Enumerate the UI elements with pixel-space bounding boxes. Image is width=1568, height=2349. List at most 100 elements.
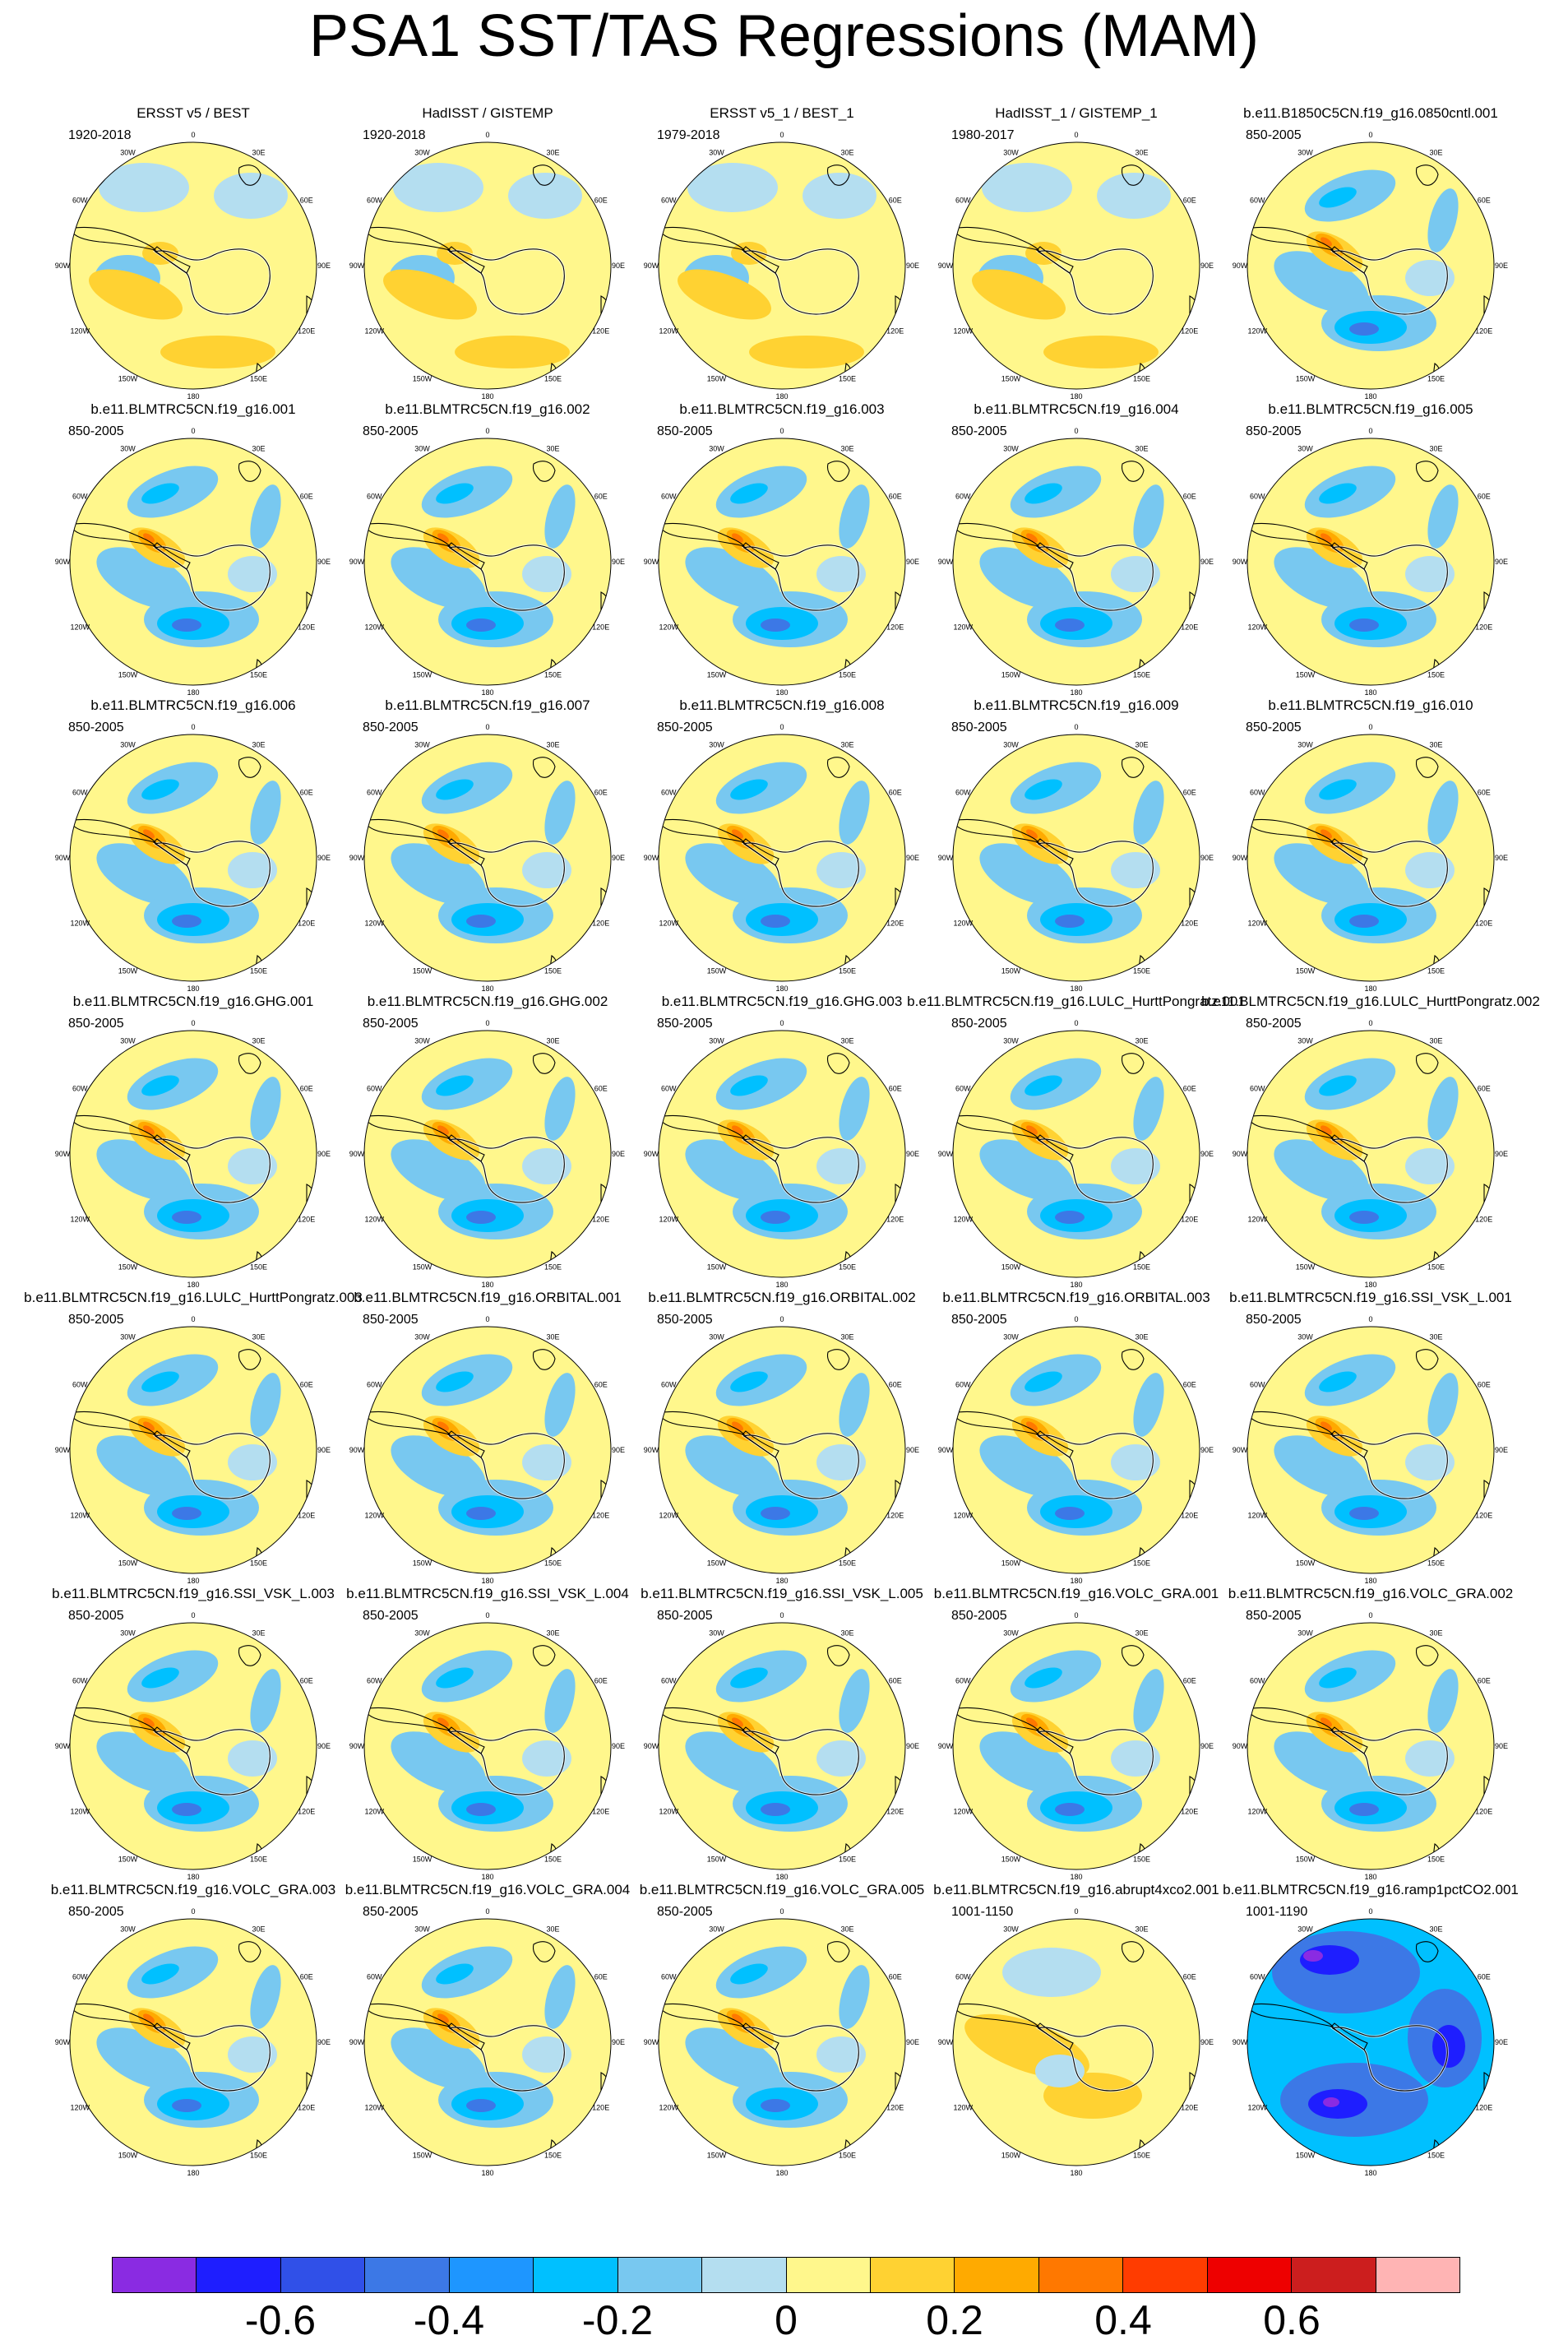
longitude-label: 60W: [955, 197, 971, 205]
longitude-label: 60W: [72, 1677, 88, 1685]
longitude-label: 30E: [1429, 1925, 1442, 1933]
polar-map: 0 30E 60E 90E 120E 150E 180 150W 120W 90W 60W 30W: [1233, 1907, 1508, 2177]
panel-title: b.e11.BLMTRC5CN.f19_g16.GHG.003: [661, 994, 903, 1009]
longitude-label: 90E: [1200, 854, 1214, 862]
longitude-label: 30E: [1135, 1629, 1148, 1637]
longitude-label: 120W: [1248, 1808, 1268, 1816]
longitude-label: 30E: [840, 1332, 853, 1341]
longitude-label: 0: [191, 1611, 195, 1619]
polar-map: 0 30E 60E 90E 120E 150E 180 150W 120W 90W 60W 30W: [349, 1019, 625, 1289]
longitude-label: 30W: [414, 1036, 430, 1045]
longitude-label: 120W: [659, 623, 679, 632]
longitude-label: 60W: [72, 197, 88, 205]
longitude-label: 180: [187, 392, 199, 401]
panel-period: 850-2005: [657, 1609, 713, 1623]
longitude-label: 180: [775, 392, 788, 401]
panel-title: b.e11.BLMTRC5CN.f19_g16.ramp1pctCO2.001: [1223, 1882, 1519, 1897]
longitude-label: 30E: [252, 1036, 265, 1045]
panel-title: HadISST_1 / GISTEMP_1: [995, 105, 1158, 121]
longitude-label: 150E: [544, 375, 562, 383]
longitude-label: 150E: [1133, 967, 1150, 975]
map-panel-21: b.e11.BLMTRC5CN.f19_g16.LULC_HurttPongra…: [24, 1290, 363, 1586]
longitude-label: 60W: [1250, 493, 1265, 501]
longitude-label: 120E: [1181, 327, 1198, 336]
longitude-label: 60E: [1478, 493, 1491, 501]
panel-period: 850-2005: [363, 424, 419, 438]
panel-period: 850-2005: [68, 424, 124, 438]
longitude-label: 150E: [1133, 1856, 1150, 1864]
polar-map: 0 30E 60E 90E 120E 150E 180 150W 120W 90W 60W 30W: [1233, 723, 1508, 993]
polar-map: 0 30E 60E 90E 120E 150E 180 150W 120W 90W 60W 30W: [55, 1315, 331, 1585]
longitude-label: 150E: [1427, 375, 1445, 383]
longitude-label: 90W: [1233, 854, 1248, 862]
longitude-label: 180: [187, 1873, 199, 1881]
longitude-label: 60E: [594, 1085, 608, 1093]
longitude-label: 0: [485, 1611, 489, 1619]
longitude-label: 90E: [317, 854, 331, 862]
longitude-label: 60E: [300, 1085, 313, 1093]
map-panel-31: b.e11.BLMTRC5CN.f19_g16.VOLC_GRA.003 850-…: [45, 1882, 341, 2178]
longitude-label: 120W: [365, 1808, 385, 1816]
longitude-label: 0: [485, 1315, 489, 1323]
longitude-label: 30E: [546, 1629, 559, 1637]
longitude-label: 60E: [594, 197, 608, 205]
longitude-label: 90W: [1233, 1150, 1248, 1158]
longitude-label: 60W: [367, 1381, 382, 1389]
map-panel-19: b.e11.BLMTRC5CN.f19_g16.LULC_HurttPongra…: [907, 994, 1246, 1290]
colorbar-box: [786, 2258, 871, 2292]
longitude-label: 90E: [906, 854, 919, 862]
map-panel-27: b.e11.BLMTRC5CN.f19_g16.SSI_VSK_L.004 850…: [340, 1586, 636, 1882]
colorbar-box: [617, 2258, 703, 2292]
map-panel-30: b.e11.BLMTRC5CN.f19_g16.VOLC_GRA.002 850-…: [1223, 1586, 1519, 1882]
map-panel-17: b.e11.BLMTRC5CN.f19_g16.GHG.002 850-2005 0…: [340, 994, 636, 1290]
longitude-label: 120E: [592, 2104, 609, 2112]
map-panel-16: b.e11.BLMTRC5CN.f19_g16.GHG.001 850-2005 0…: [45, 994, 341, 1290]
longitude-label: 30E: [840, 740, 853, 748]
panel-title: b.e11.BLMTRC5CN.f19_g16.ORBITAL.003: [942, 1290, 1210, 1305]
panel-title: b.e11.B1850C5CN.f19_g16.0850cntl.001: [1243, 105, 1498, 121]
longitude-label: 0: [485, 427, 489, 435]
longitude-label: 150E: [1427, 1263, 1445, 1272]
longitude-label: 60W: [955, 493, 971, 501]
longitude-label: 120E: [886, 623, 904, 632]
longitude-label: 150W: [1296, 1856, 1316, 1864]
longitude-label: 150W: [707, 1559, 727, 1568]
longitude-label: 150W: [413, 2152, 432, 2160]
longitude-label: 60E: [1183, 493, 1196, 501]
longitude-label: 180: [481, 1281, 493, 1289]
panel-title: b.e11.BLMTRC5CN.f19_g16.002: [385, 401, 590, 417]
longitude-label: 180: [775, 985, 788, 993]
map-panel-22: b.e11.BLMTRC5CN.f19_g16.ORBITAL.001 850-2…: [340, 1290, 636, 1586]
longitude-label: 90W: [349, 854, 365, 862]
panel-period: 850-2005: [68, 1905, 124, 1919]
longitude-label: 150E: [250, 671, 267, 679]
longitude-label: 30W: [709, 1332, 724, 1341]
panel-period: 1980-2017: [951, 128, 1015, 142]
longitude-label: 150E: [544, 967, 562, 975]
longitude-label: 120E: [298, 1512, 315, 1520]
map-panel-4: HadISST_1 / GISTEMP_1 1980-2017 0 30E 60E 90E…: [928, 105, 1224, 401]
longitude-label: 120W: [365, 1216, 385, 1224]
longitude-label: 180: [1070, 2169, 1082, 2177]
longitude-label: 150E: [1133, 375, 1150, 383]
longitude-label: 30E: [840, 1629, 853, 1637]
longitude-label: 180: [1364, 1281, 1376, 1289]
longitude-label: 120W: [71, 1512, 90, 1520]
longitude-label: 30E: [1429, 148, 1442, 156]
longitude-label: 90E: [612, 2038, 625, 2046]
longitude-label: 90E: [317, 2038, 331, 2046]
longitude-label: 90W: [644, 558, 659, 566]
panel-period: 850-2005: [657, 720, 713, 734]
longitude-label: 180: [1364, 688, 1376, 697]
longitude-label: 150W: [413, 1559, 432, 1568]
longitude-label: 90E: [1495, 854, 1508, 862]
longitude-label: 90W: [55, 1446, 71, 1454]
panel-period: 1001-1190: [1246, 1905, 1308, 1919]
longitude-label: 120E: [886, 1216, 904, 1224]
longitude-label: 0: [1074, 427, 1078, 435]
panel-title: ERSST v5 / BEST: [136, 105, 250, 121]
panel-title: b.e11.BLMTRC5CN.f19_g16.006: [90, 697, 296, 713]
longitude-label: 120E: [298, 327, 315, 336]
longitude-label: 30W: [709, 1629, 724, 1637]
longitude-label: 120W: [659, 920, 679, 928]
